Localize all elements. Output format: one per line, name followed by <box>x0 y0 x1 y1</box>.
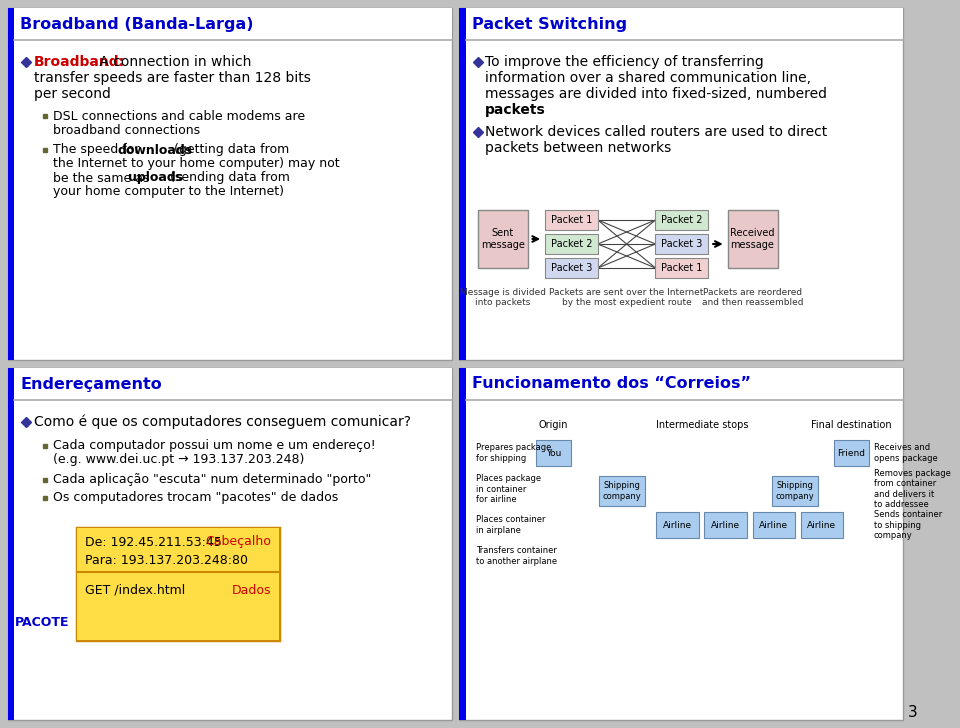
Text: Final destination: Final destination <box>811 420 892 430</box>
Text: Como é que os computadores conseguem comunicar?: Como é que os computadores conseguem com… <box>34 415 411 430</box>
Text: (e.g. www.dei.uc.pt → 193.137.203.248): (e.g. www.dei.uc.pt → 193.137.203.248) <box>53 454 304 467</box>
Text: To improve the efficiency of transferring: To improve the efficiency of transferrin… <box>486 55 764 69</box>
Text: 3: 3 <box>908 705 918 720</box>
Text: Funcionamento dos “Correios”: Funcionamento dos “Correios” <box>472 376 751 392</box>
Bar <box>478 210 528 268</box>
Bar <box>467 8 903 40</box>
Text: broadband connections: broadband connections <box>53 124 200 136</box>
Text: Shipping
company: Shipping company <box>776 481 814 501</box>
Bar <box>8 8 452 360</box>
Text: Transfers container
to another airplane: Transfers container to another airplane <box>476 546 557 566</box>
Bar <box>14 8 452 40</box>
Text: Packet 2: Packet 2 <box>661 215 703 225</box>
Text: DSL connections and cable modems are: DSL connections and cable modems are <box>53 109 305 122</box>
Text: Intermediate stops: Intermediate stops <box>657 420 749 430</box>
Text: Prepares package
for shipping: Prepares package for shipping <box>476 443 551 463</box>
Bar <box>8 368 452 720</box>
Bar <box>467 368 903 400</box>
Text: downloads: downloads <box>117 143 192 157</box>
Bar <box>77 572 278 640</box>
Text: Sends container
to shipping
company: Sends container to shipping company <box>874 510 942 540</box>
Text: be the same as: be the same as <box>53 172 154 184</box>
Bar <box>545 234 598 254</box>
Bar <box>728 210 778 268</box>
Bar <box>545 210 598 230</box>
Text: Packet Switching: Packet Switching <box>472 17 627 31</box>
Text: Receives and
opens package: Receives and opens package <box>874 443 937 463</box>
Bar <box>801 512 843 538</box>
Bar <box>545 258 598 278</box>
Text: Broadband (Banda-Larga): Broadband (Banda-Larga) <box>20 17 253 31</box>
Text: your home computer to the Internet): your home computer to the Internet) <box>53 186 284 199</box>
Bar <box>599 476 645 506</box>
Bar <box>460 368 903 720</box>
Text: De: 192.45.211.53:45: De: 192.45.211.53:45 <box>84 536 222 548</box>
Text: packets: packets <box>486 103 546 117</box>
Text: Dados: Dados <box>231 584 271 596</box>
Text: PACOTE: PACOTE <box>14 615 69 628</box>
Text: Broadband:: Broadband: <box>34 55 125 69</box>
Text: Cabeçalho: Cabeçalho <box>205 536 271 548</box>
Text: Packet 3: Packet 3 <box>661 239 703 249</box>
Bar <box>460 8 903 360</box>
Text: information over a shared communication line,: information over a shared communication … <box>486 71 811 85</box>
Text: Packets are reordered
and then reassembled: Packets are reordered and then reassembl… <box>702 288 804 307</box>
Text: Airline: Airline <box>759 521 788 529</box>
Text: Shipping
company: Shipping company <box>603 481 641 501</box>
Text: (getting data from: (getting data from <box>170 143 289 157</box>
Text: Network devices called routers are used to direct: Network devices called routers are used … <box>486 125 828 139</box>
Text: Endereçamento: Endereçamento <box>20 376 162 392</box>
Text: Friend: Friend <box>837 448 866 457</box>
Text: Packets are sent over the Internet
by the most expedient route: Packets are sent over the Internet by th… <box>549 288 704 307</box>
Text: transfer speeds are faster than 128 bits: transfer speeds are faster than 128 bits <box>34 71 310 85</box>
Text: GET /index.html: GET /index.html <box>84 584 185 596</box>
Text: the Internet to your home computer) may not: the Internet to your home computer) may … <box>53 157 340 170</box>
Bar <box>77 528 278 640</box>
Bar <box>834 440 869 466</box>
Bar <box>657 512 699 538</box>
Text: messages are divided into fixed-sized, numbered: messages are divided into fixed-sized, n… <box>486 87 828 101</box>
Bar <box>656 210 708 230</box>
Text: Cada aplicação "escuta" num determinado "porto": Cada aplicação "escuta" num determinado … <box>53 473 372 486</box>
Bar <box>8 8 14 360</box>
Bar <box>705 512 747 538</box>
Bar <box>8 368 14 720</box>
Bar <box>656 234 708 254</box>
Text: Packet 1: Packet 1 <box>661 263 703 273</box>
Text: Message is divided
into packets: Message is divided into packets <box>460 288 545 307</box>
Text: Packet 1: Packet 1 <box>551 215 592 225</box>
Bar <box>460 368 467 720</box>
Text: Places package
in container
for airline: Places package in container for airline <box>476 474 540 504</box>
Bar <box>460 8 467 360</box>
Text: (sending data from: (sending data from <box>166 172 290 184</box>
Bar <box>77 528 278 572</box>
Text: Airline: Airline <box>663 521 692 529</box>
Text: Para: 193.137.203.248:80: Para: 193.137.203.248:80 <box>84 553 248 566</box>
Text: packets between networks: packets between networks <box>486 141 672 155</box>
Text: Places container
in airplane: Places container in airplane <box>476 515 545 534</box>
Bar <box>537 440 571 466</box>
Bar <box>14 368 452 400</box>
Text: Sent
message: Sent message <box>481 228 524 250</box>
Text: per second: per second <box>34 87 110 101</box>
Text: Os computadores trocam "pacotes" de dados: Os computadores trocam "pacotes" de dado… <box>53 491 338 505</box>
Text: uploads: uploads <box>128 172 183 184</box>
Text: Airline: Airline <box>711 521 740 529</box>
Bar <box>772 476 818 506</box>
Text: The speed for: The speed for <box>53 143 143 157</box>
Text: Cada computador possui um nome e um endereço!: Cada computador possui um nome e um ende… <box>53 440 375 453</box>
Text: Packet 3: Packet 3 <box>551 263 592 273</box>
Text: Airline: Airline <box>807 521 836 529</box>
Text: A connection in which: A connection in which <box>95 55 252 69</box>
Text: You: You <box>546 448 562 457</box>
Text: Received
message: Received message <box>731 228 775 250</box>
Bar <box>656 258 708 278</box>
Bar <box>753 512 795 538</box>
Text: Removes package
from container
and delivers it
to addressee: Removes package from container and deliv… <box>874 469 950 509</box>
Text: Packet 2: Packet 2 <box>551 239 592 249</box>
Text: Origin: Origin <box>539 420 568 430</box>
